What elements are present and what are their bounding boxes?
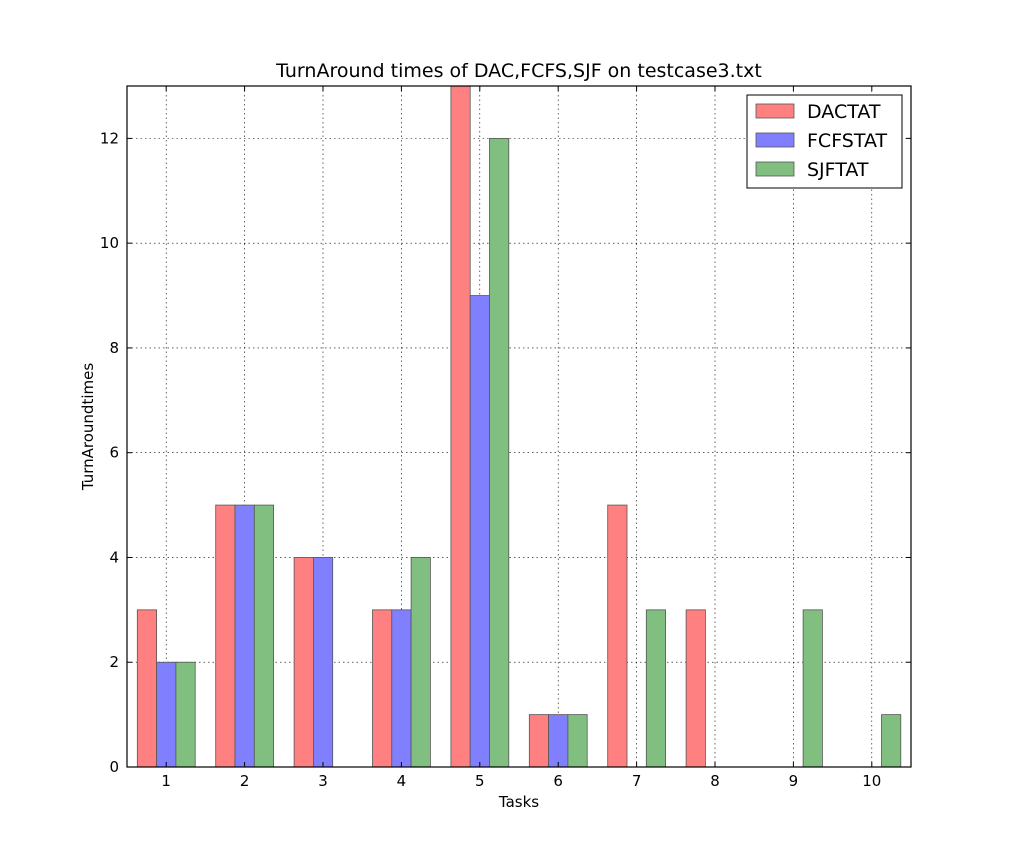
bar-sjftat-task-10 <box>881 714 902 768</box>
bar-dactat-task-2 <box>215 504 236 768</box>
bar-sjftat-task-6 <box>567 714 588 768</box>
x-tick-label: 2 <box>240 772 250 790</box>
legend-label-sjftat: SJFTAT <box>807 159 869 181</box>
legend: DACTAT FCFSTAT SJFTAT <box>746 94 903 189</box>
bar-fcfstat-task-1 <box>156 661 177 768</box>
bar-fcfstat-task-3 <box>312 557 334 768</box>
y-tick-label: 8 <box>109 339 119 357</box>
bar-dactat-task-6 <box>528 714 549 768</box>
y-tick-label: 0 <box>109 758 119 776</box>
legend-swatch-fcfstat <box>755 132 795 148</box>
legend-swatch-sjftat <box>755 161 795 177</box>
bars <box>136 85 902 768</box>
y-tick-label: 12 <box>100 129 119 147</box>
x-tick-label: 7 <box>632 772 642 790</box>
y-tick-label: 10 <box>100 234 119 252</box>
y-axis-label: TurnAroundtimes <box>79 363 97 492</box>
x-tick-label: 6 <box>553 772 563 790</box>
x-tick-label: 5 <box>475 772 485 790</box>
bar-sjftat-task-2 <box>253 504 275 768</box>
x-tick-label: 4 <box>397 772 407 790</box>
bar-dactat-task-7 <box>607 504 628 768</box>
x-tick-label: 10 <box>862 772 881 790</box>
bar-sjftat-task-1 <box>175 661 196 768</box>
bar-fcfstat-task-5 <box>469 295 490 768</box>
y-tick-label: 4 <box>109 548 119 566</box>
x-axis-label: Tasks <box>498 793 539 811</box>
legend-label-fcfstat: FCFSTAT <box>807 130 888 152</box>
bar-dactat-task-5 <box>450 85 471 768</box>
bar-dactat-task-3 <box>293 557 314 768</box>
bar-dactat-task-4 <box>372 609 393 768</box>
bar-dactat-task-1 <box>136 609 158 768</box>
bar-fcfstat-task-4 <box>391 609 412 768</box>
bar-sjftat-task-9 <box>802 609 823 768</box>
legend-swatch-dactat <box>755 103 795 119</box>
y-tick-label: 2 <box>109 653 119 671</box>
chart-title: TurnAround times of DAC,FCFS,SJF on test… <box>275 60 762 82</box>
bar-dactat-task-8 <box>685 609 706 768</box>
bar-fcfstat-task-2 <box>234 504 255 768</box>
legend-label-dactat: DACTAT <box>807 101 881 123</box>
x-tick-label: 3 <box>318 772 328 790</box>
x-tick-label: 1 <box>161 772 171 790</box>
x-tick-label: 9 <box>789 772 799 790</box>
bar-sjftat-task-4 <box>410 557 431 768</box>
bar-sjftat-task-5 <box>489 137 510 768</box>
plot-frame <box>126 85 912 768</box>
y-tick-label: 6 <box>109 444 119 462</box>
bar-fcfstat-task-6 <box>548 714 569 768</box>
x-tick-label: 8 <box>710 772 720 790</box>
bar-sjftat-task-7 <box>645 609 666 768</box>
